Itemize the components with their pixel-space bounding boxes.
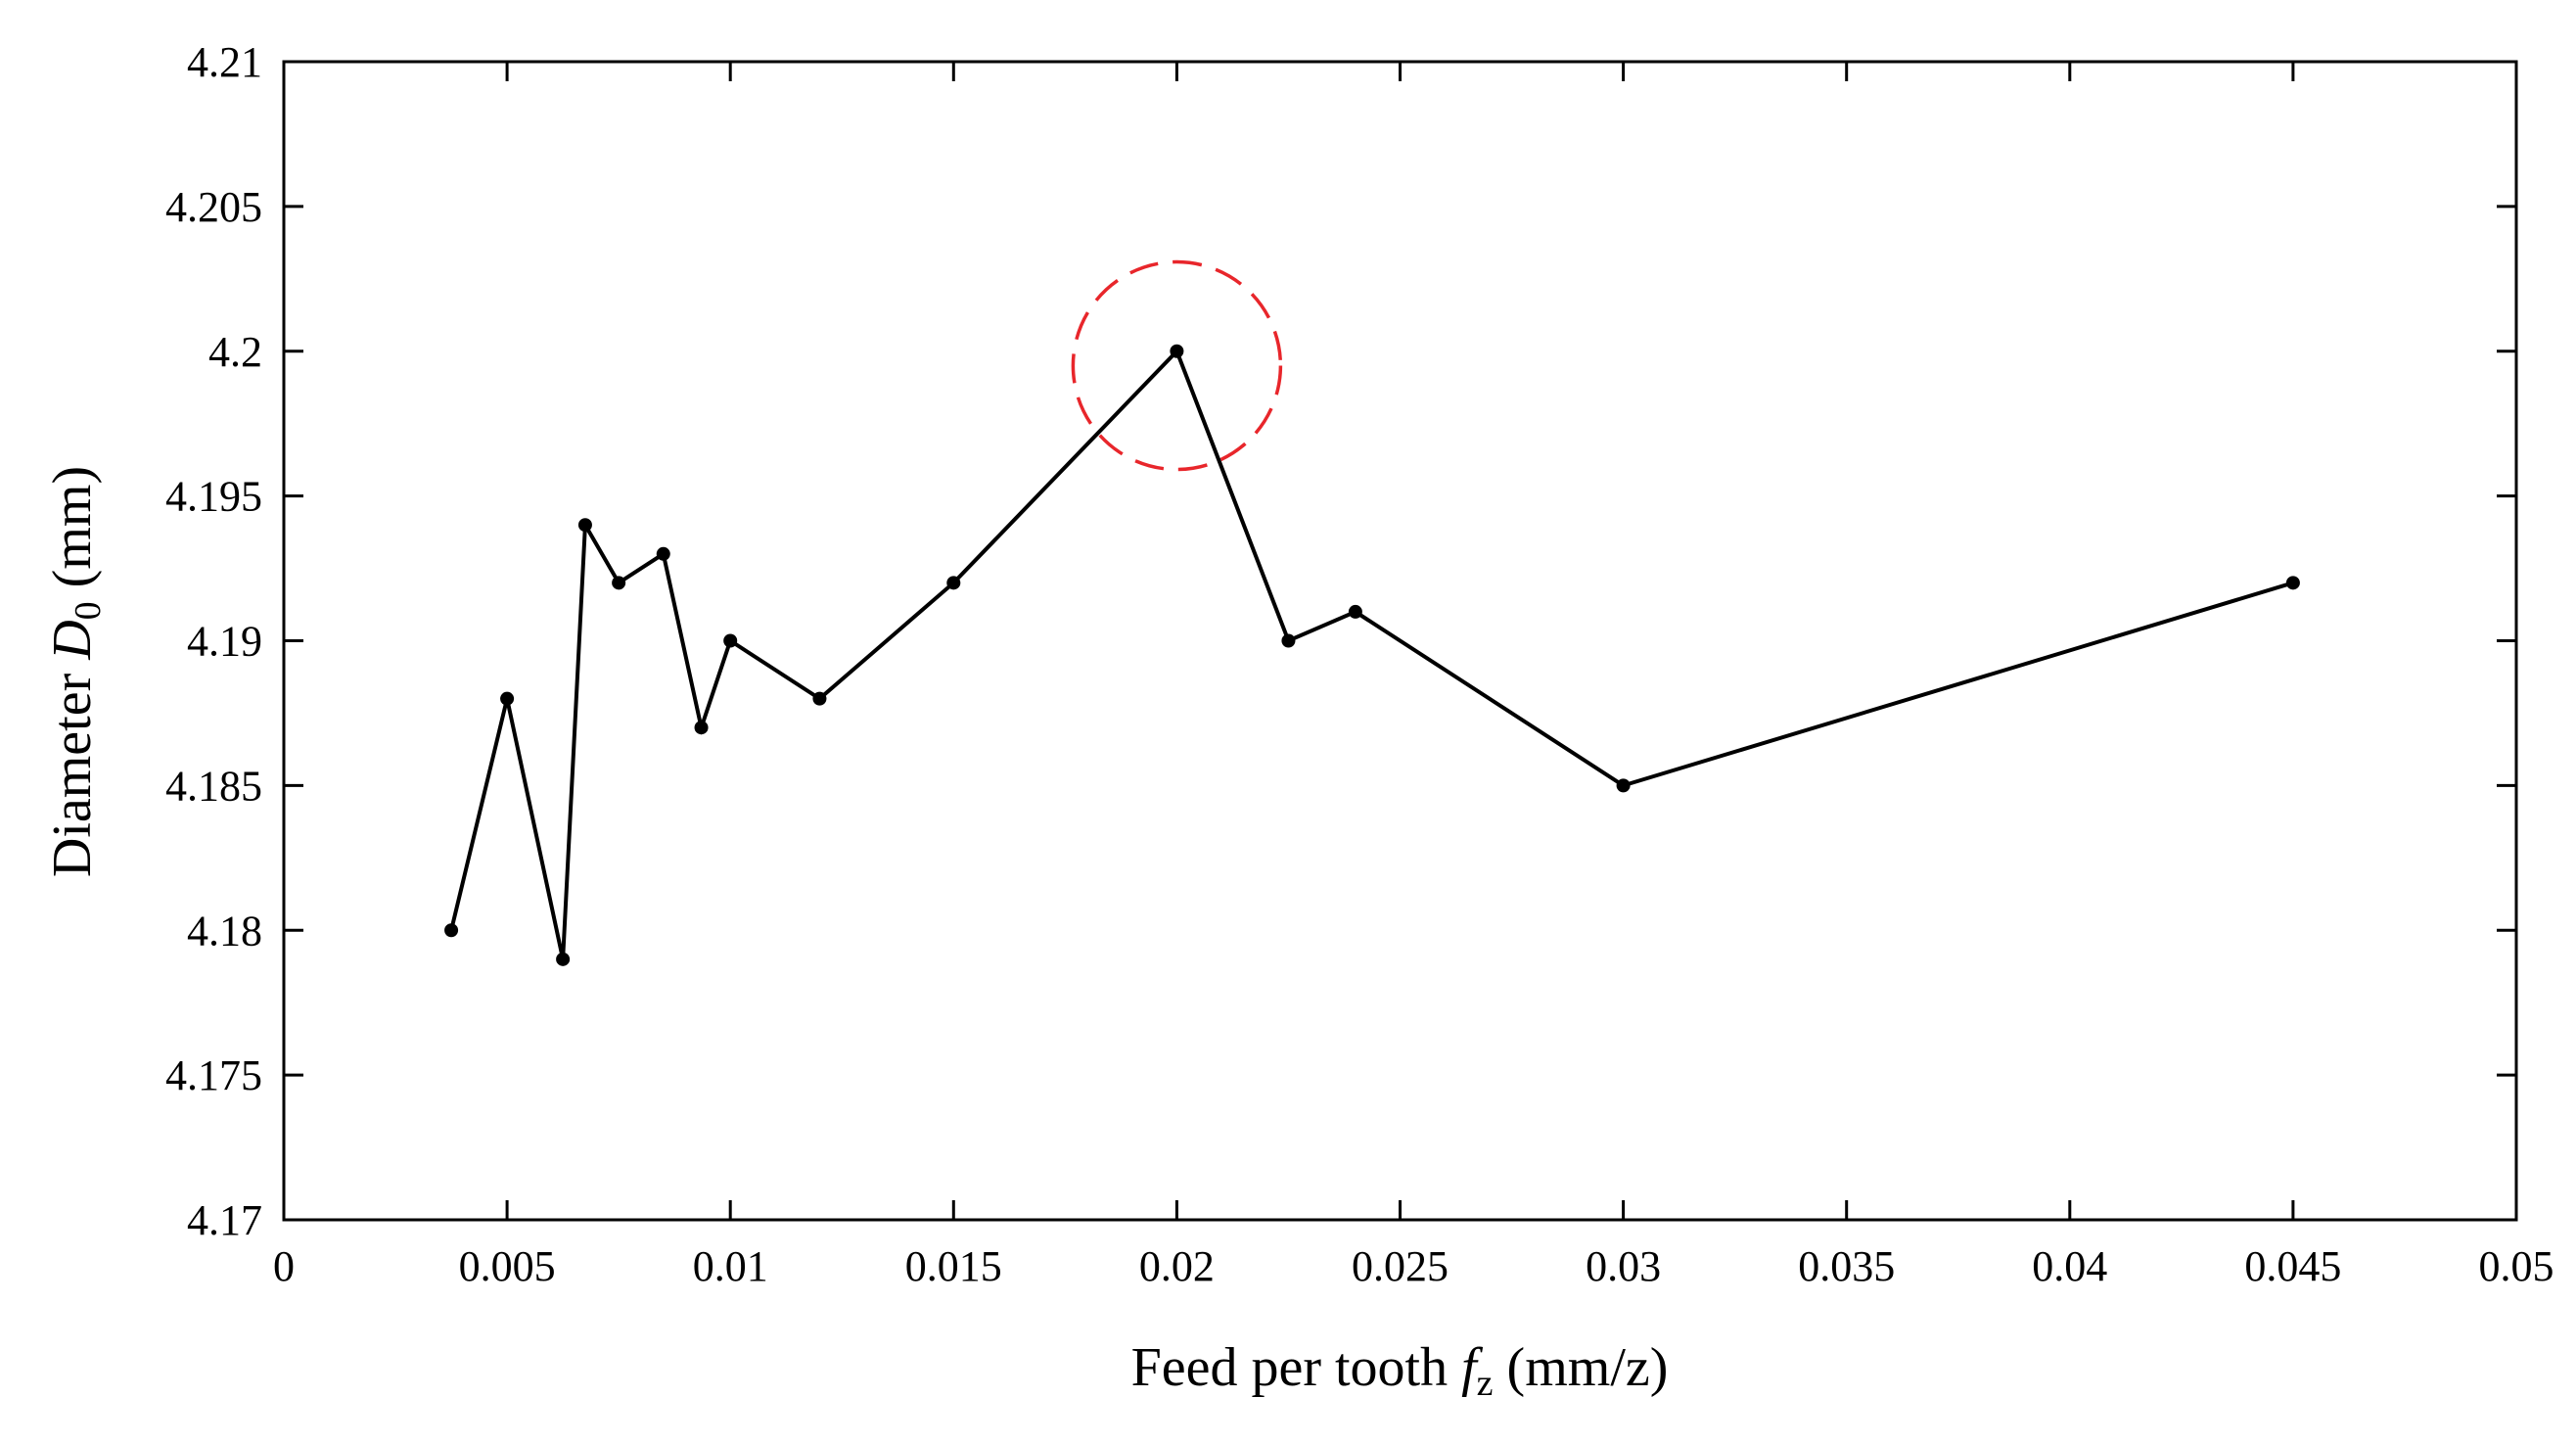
series-line <box>449 348 2294 960</box>
y-tick-label: 4.19 <box>187 618 262 666</box>
x-tick-label: 0.015 <box>905 1242 1002 1290</box>
data-point <box>444 923 459 938</box>
x-axis-label-suffix: (mm/z) <box>1494 1337 1669 1398</box>
data-point <box>1348 604 1362 619</box>
data-point <box>2285 576 2300 590</box>
x-tick-label: 0.02 <box>1139 1242 1215 1290</box>
y-axis-label-prefix: Diameter <box>42 660 103 877</box>
series-markers <box>444 344 2300 966</box>
data-point <box>656 546 670 561</box>
y-tick-label: 4.2 <box>208 328 262 376</box>
y-tick-label: 4.17 <box>187 1196 262 1244</box>
y-tick-label: 4.21 <box>187 38 262 86</box>
y-axis-label-suffix: (mm) <box>42 466 103 601</box>
x-tick-label: 0.04 <box>2032 1242 2107 1290</box>
y-tick-label: 4.18 <box>187 907 262 955</box>
x-axis-label-subscript: z <box>1477 1363 1494 1404</box>
x-tick-label: 0.01 <box>693 1242 768 1290</box>
data-point <box>694 721 709 735</box>
x-axis-label: Feed per tooth fz (mm/z) <box>1131 1337 1669 1404</box>
y-axis-label-symbol: D <box>42 620 103 660</box>
data-point <box>577 518 592 533</box>
data-point <box>1616 778 1631 793</box>
y-tick-label: 4.195 <box>165 473 262 521</box>
y-axis: 4.17 4.175 4.18 4.185 4.19 4.195 4.2 4.205 4.21 <box>165 38 2516 1244</box>
data-point <box>723 633 738 648</box>
data-point <box>812 691 827 706</box>
data-point <box>612 576 626 590</box>
y-axis-label-subscript: 0 <box>68 601 109 620</box>
y-tick-label: 4.185 <box>165 762 262 810</box>
x-axis: 0 0.005 0.01 0.015 0.02 0.025 0.03 0.035 0.04 0.0… <box>273 62 2554 1290</box>
data-point <box>1170 344 1184 358</box>
x-axis-label-prefix: Feed per tooth <box>1131 1337 1461 1398</box>
x-tick-label: 0.025 <box>1352 1242 1449 1290</box>
data-point <box>946 576 961 590</box>
x-tick-label: 0.045 <box>2244 1242 2341 1290</box>
y-axis-label: Diameter D0 (mm) <box>42 466 109 877</box>
annotation-layer <box>1071 259 1283 472</box>
x-tick-label: 0.005 <box>459 1242 556 1290</box>
x-tick-label: 0.03 <box>1586 1242 1661 1290</box>
x-tick-label: 0.05 <box>2479 1242 2554 1290</box>
highlight-circle <box>1071 259 1283 472</box>
x-tick-label: 0.035 <box>1798 1242 1895 1290</box>
data-point <box>500 691 515 706</box>
y-tick-label: 4.205 <box>165 183 262 231</box>
data-point <box>556 952 571 966</box>
data-point <box>1281 633 1296 648</box>
y-tick-label: 4.175 <box>165 1051 262 1099</box>
x-tick-label: 0 <box>273 1242 295 1290</box>
